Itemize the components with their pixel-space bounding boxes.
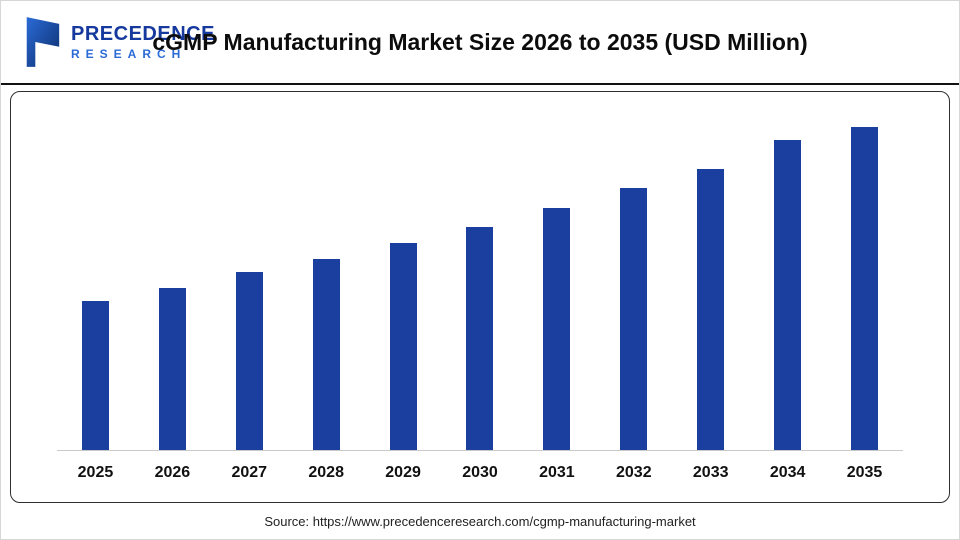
bar-col-2030 [442,114,519,450]
bar-2029 [389,243,417,450]
bar-2027 [235,272,263,450]
bar-2032 [620,188,648,450]
x-axis-label-2032: 2032 [616,464,652,481]
x-axis-labels: 2025 2026 2027 2028 2029 2030 2031 2032 2033 2034… [57,451,903,482]
x-axis-label-2029: 2029 [385,464,421,481]
x-axis-label-2034: 2034 [769,464,806,481]
x-axis-label-2027: 2027 [231,464,268,481]
bar-col-2031 [518,114,595,450]
chart-panel: 2025 2026 2027 2028 2029 2030 2031 2032 2033 2034… [10,91,950,503]
bar-col-2034 [749,114,826,450]
footer: Source: https://www.precedenceresearch.c… [1,503,959,539]
bar-col-2035 [826,114,903,450]
bar-2034 [774,139,802,450]
bar-col-2032 [595,114,672,450]
x-axis-label-2035: 2035 [846,464,883,481]
bar-2035 [851,126,879,450]
precedence-research-logo: PRECEDENCE RESEARCH [21,15,231,69]
x-axis-label-2033: 2033 [692,464,729,481]
bar-col-2029 [365,114,442,450]
logo-line2: RESEARCH [71,46,187,61]
logo-text: PRECEDENCE RESEARCH [71,22,215,61]
bar-2030 [466,227,494,450]
bar-2033 [697,168,725,450]
header: PRECEDENCE RESEARCH cGMP Manufacturing M… [1,1,959,85]
x-axis-label-2025: 2025 [77,464,114,481]
bar-col-2025 [57,114,134,450]
x-axis-label-2030: 2030 [462,464,498,481]
bar-col-2026 [134,114,211,450]
bars [57,114,903,451]
bar-2031 [543,207,571,450]
bar-2026 [158,288,186,450]
bar-col-2027 [211,114,288,450]
logo-flag-icon [26,17,60,67]
bar-2028 [312,259,340,450]
x-axis-label-2026: 2026 [154,464,191,481]
bar-2025 [81,301,109,450]
x-axis-label-2028: 2028 [308,464,344,481]
x-axis-label-2031: 2031 [539,464,575,481]
logo-line1: PRECEDENCE [71,22,215,45]
bar-col-2033 [672,114,749,450]
source-text: Source: https://www.precedenceresearch.c… [264,513,696,529]
bar-col-2028 [288,114,365,450]
